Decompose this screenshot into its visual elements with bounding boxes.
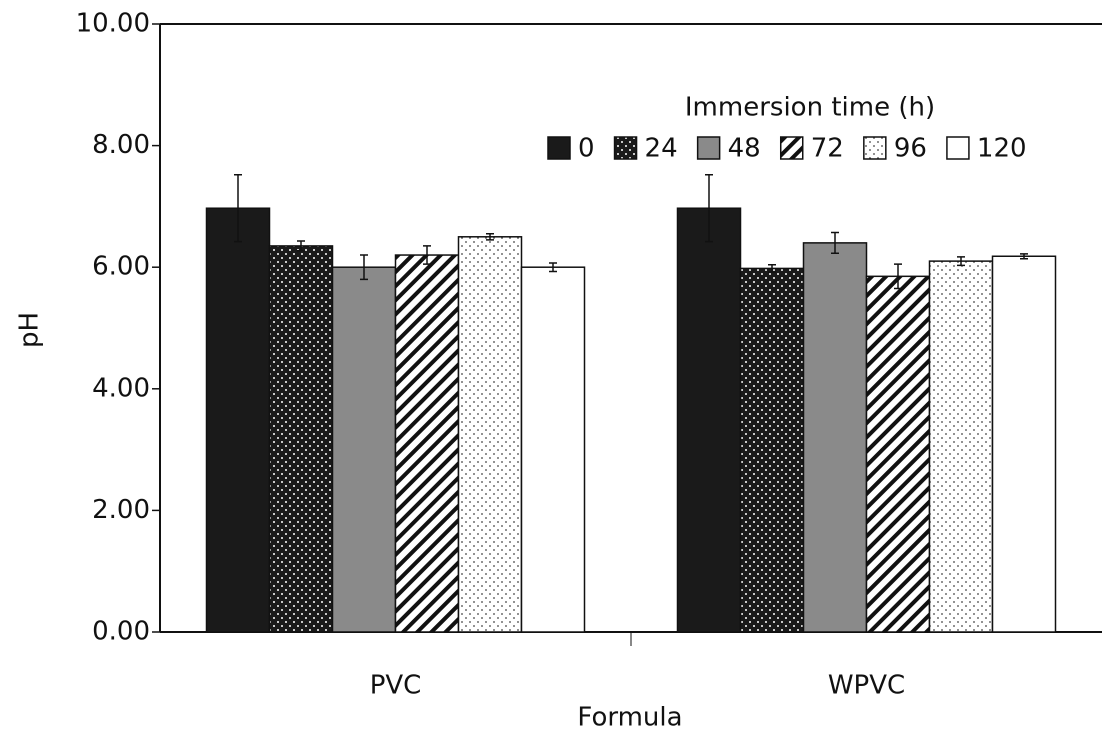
bar — [678, 208, 741, 632]
y-axis-label: pH — [15, 312, 45, 348]
bar — [741, 268, 804, 632]
y-tick-label: 6.00 — [92, 252, 150, 282]
bar — [459, 237, 522, 632]
bar — [930, 261, 993, 632]
legend-title: Immersion time (h) — [685, 93, 935, 123]
bar — [333, 267, 396, 632]
bar — [396, 255, 459, 632]
x-axis-label: Formula — [577, 703, 682, 733]
legend-label: 48 — [728, 134, 761, 164]
bar — [867, 276, 930, 632]
x-tick-label: WPVC — [828, 671, 905, 701]
chart: pH Formula Immersion time (h) 0.00 2.00 4.… — [0, 0, 1102, 734]
legend-swatch — [548, 137, 570, 159]
bar — [207, 208, 270, 632]
bar — [804, 243, 867, 632]
legend-swatch — [781, 137, 803, 159]
y-tick-label: 4.00 — [92, 373, 150, 403]
legend-swatch — [615, 137, 637, 159]
legend-label: 120 — [977, 134, 1027, 164]
bar — [993, 256, 1056, 632]
legend-label: 24 — [645, 134, 678, 164]
x-tick-label: PVC — [370, 671, 422, 701]
y-tick-label: 10.00 — [76, 9, 150, 39]
y-tick-label: 8.00 — [92, 130, 150, 160]
y-tick-label: 0.00 — [92, 617, 150, 647]
y-tick-label: 2.00 — [92, 495, 150, 525]
legend-swatch — [698, 137, 720, 159]
legend-swatch — [864, 137, 886, 159]
bar — [522, 267, 585, 632]
legend-swatch — [947, 137, 969, 159]
legend-label: 0 — [578, 134, 595, 164]
bar — [270, 246, 333, 632]
legend-label: 72 — [811, 134, 844, 164]
legend-label: 96 — [894, 134, 927, 164]
